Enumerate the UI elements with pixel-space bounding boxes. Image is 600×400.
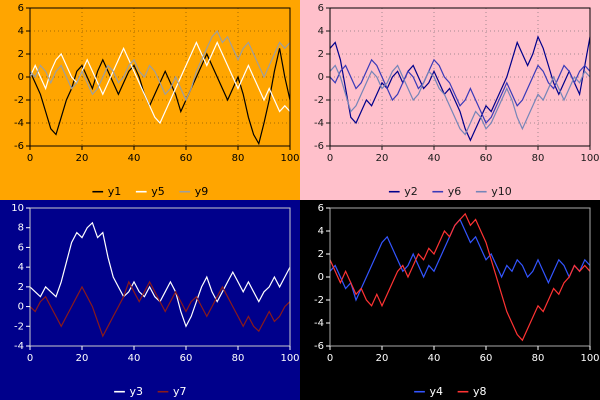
svg-text:6: 6 xyxy=(318,3,324,14)
svg-text:6: 6 xyxy=(18,3,24,14)
plot-area-bottom-left: 0 20 40 60 80 100 -4 -2 0 2 4 6 8 10 xyxy=(11,203,299,364)
svg-text:-4: -4 xyxy=(14,341,24,352)
svg-text:4: 4 xyxy=(18,26,24,37)
svg-text:40: 40 xyxy=(428,153,441,164)
svg-text:4: 4 xyxy=(18,262,24,273)
legend-label: y7 xyxy=(173,384,187,398)
legend-dash-icon: — xyxy=(135,184,148,198)
svg-text:2: 2 xyxy=(18,49,24,60)
svg-text:-2: -2 xyxy=(314,295,324,306)
svg-text:0: 0 xyxy=(27,153,33,164)
legend-item-y10: — y10 xyxy=(475,185,512,197)
chart-panel-top-left: 0 20 40 60 80 100 -6 -4 -2 0 2 4 6 — y1— y5— y9 xyxy=(0,0,300,200)
svg-text:60: 60 xyxy=(180,353,193,364)
legend-label: y9 xyxy=(194,184,209,198)
legend-dash-icon: — xyxy=(113,384,126,398)
svg-text:6: 6 xyxy=(18,242,24,253)
legend-label: y2 xyxy=(404,184,418,198)
legend-top-right: — y2— y6— y10 xyxy=(300,185,600,197)
legend-item-y1: — y1 xyxy=(92,185,122,197)
svg-text:4: 4 xyxy=(318,226,324,237)
svg-text:100: 100 xyxy=(580,353,599,364)
legend-dash-icon: — xyxy=(413,384,426,398)
plot-area-bottom-right: 0 20 40 60 80 100 -6 -4 -2 0 2 4 6 xyxy=(314,203,600,364)
svg-text:-6: -6 xyxy=(14,141,24,152)
svg-text:-4: -4 xyxy=(314,118,324,129)
svg-text:0: 0 xyxy=(318,272,324,283)
svg-text:0: 0 xyxy=(327,153,333,164)
svg-text:100: 100 xyxy=(280,353,299,364)
svg-text:100: 100 xyxy=(580,153,599,164)
legend-dash-icon: — xyxy=(157,384,169,398)
svg-text:60: 60 xyxy=(480,353,493,364)
legend-bottom-right: — y4— y8 xyxy=(300,385,600,397)
svg-text:-6: -6 xyxy=(314,141,324,152)
svg-text:40: 40 xyxy=(128,353,141,364)
legend-label: y10 xyxy=(491,184,512,198)
legend-item-y3: — y3 xyxy=(113,385,143,397)
legend-dash-icon: — xyxy=(457,384,469,398)
svg-text:20: 20 xyxy=(76,353,89,364)
legend-dash-icon: — xyxy=(475,184,488,198)
legend-label: y1 xyxy=(107,184,122,198)
legend-bottom-left: — y3— y7 xyxy=(0,385,300,397)
svg-text:100: 100 xyxy=(280,153,299,164)
legend-item-y4: — y4 xyxy=(413,385,443,397)
svg-text:80: 80 xyxy=(232,353,245,364)
svg-text:0: 0 xyxy=(318,72,324,83)
legend-label: y8 xyxy=(473,384,487,398)
legend-label: y6 xyxy=(447,184,462,198)
chart-panel-top-right: 0 20 40 60 80 100 -6 -4 -2 0 2 4 6 — y2— y6— y10 xyxy=(300,0,600,200)
svg-text:0: 0 xyxy=(27,353,33,364)
svg-text:-2: -2 xyxy=(314,95,324,106)
legend-dash-icon: — xyxy=(91,184,104,198)
svg-text:8: 8 xyxy=(18,223,24,234)
svg-text:20: 20 xyxy=(376,353,389,364)
legend-item-y7: — y7 xyxy=(157,385,187,397)
svg-text:2: 2 xyxy=(18,282,24,293)
svg-text:0: 0 xyxy=(18,302,24,313)
legend-item-y8: — y8 xyxy=(457,385,487,397)
svg-text:2: 2 xyxy=(318,49,324,60)
legend-item-y6: — y6 xyxy=(432,185,462,197)
svg-text:6: 6 xyxy=(318,203,324,214)
svg-text:80: 80 xyxy=(232,153,245,164)
svg-text:80: 80 xyxy=(532,353,545,364)
svg-text:-6: -6 xyxy=(314,341,324,352)
svg-text:40: 40 xyxy=(128,153,141,164)
svg-text:40: 40 xyxy=(428,353,441,364)
svg-text:80: 80 xyxy=(532,153,545,164)
legend-dash-icon: — xyxy=(431,184,444,198)
svg-text:-2: -2 xyxy=(14,321,24,332)
svg-text:-2: -2 xyxy=(14,95,24,106)
svg-text:60: 60 xyxy=(180,153,193,164)
svg-text:-4: -4 xyxy=(314,318,324,329)
legend-item-y5: — y5 xyxy=(135,185,165,197)
legend-item-y9: — y9 xyxy=(179,185,209,197)
svg-text:0: 0 xyxy=(18,72,24,83)
svg-text:20: 20 xyxy=(376,153,389,164)
plot-area-top-right: 0 20 40 60 80 100 -6 -4 -2 0 2 4 6 xyxy=(314,3,600,164)
svg-text:4: 4 xyxy=(318,26,324,37)
svg-text:2: 2 xyxy=(318,249,324,260)
legend-label: y4 xyxy=(429,384,443,398)
legend-label: y5 xyxy=(151,184,165,198)
legend-top-left: — y1— y5— y9 xyxy=(0,185,300,197)
legend-dash-icon: — xyxy=(178,184,191,198)
svg-text:10: 10 xyxy=(11,203,24,214)
chart-panel-bottom-left: 0 20 40 60 80 100 -4 -2 0 2 4 6 8 10 — y3— y7 xyxy=(0,200,300,400)
svg-text:60: 60 xyxy=(480,153,493,164)
chart-panel-bottom-right: 0 20 40 60 80 100 -6 -4 -2 0 2 4 6 — y4— y8 xyxy=(300,200,600,400)
legend-label: y3 xyxy=(129,384,143,398)
svg-text:-4: -4 xyxy=(14,118,24,129)
svg-text:0: 0 xyxy=(327,353,333,364)
svg-text:20: 20 xyxy=(76,153,89,164)
legend-item-y2: — y2 xyxy=(388,185,418,197)
legend-dash-icon: — xyxy=(388,184,401,198)
plot-area-top-left: 0 20 40 60 80 100 -6 -4 -2 0 2 4 6 xyxy=(14,3,300,164)
